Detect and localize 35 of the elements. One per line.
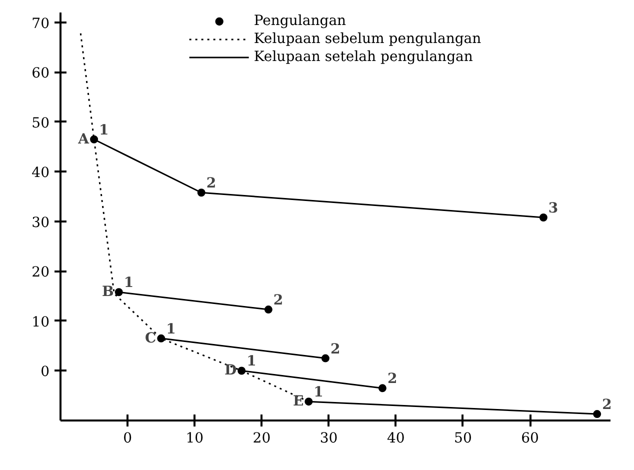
x-tick-label: 30 [320, 430, 338, 446]
y-tick-label: 0 [40, 364, 50, 380]
annotation: 1 [124, 275, 134, 292]
annotation: 2 [206, 176, 216, 192]
annotation: D [224, 362, 237, 379]
annotation: A [77, 131, 90, 148]
annotation: 1 [246, 354, 256, 370]
annotation: 1 [99, 122, 109, 138]
y-tick-label: 30 [32, 214, 50, 231]
x-tick-label: 50 [454, 430, 472, 446]
y-tick-label: 40 [32, 165, 50, 182]
annotation: B [102, 284, 114, 300]
annotation: 1 [314, 384, 324, 401]
x-tick-label: 60 [521, 430, 539, 446]
annotation: 2 [273, 292, 284, 309]
x-tick-label: 40 [386, 430, 405, 446]
y-tick-label: 20 [32, 264, 50, 281]
x-tick-label: 20 [252, 430, 271, 446]
legend-label: Pengulangan [254, 12, 346, 30]
y-tick-label: 70 [32, 16, 50, 32]
annotation: 2 [387, 371, 398, 388]
annotation: 2 [330, 341, 340, 358]
point [539, 214, 548, 222]
annotation: 3 [548, 200, 558, 216]
legend-label: Kelupaan sebelum pengulangan [254, 30, 482, 48]
x-tick-label: 10 [186, 430, 204, 446]
y-tick-label: 10 [32, 314, 50, 330]
y-tick-label: 50 [32, 115, 50, 132]
x-tick-label: 0 [123, 430, 132, 446]
annotation: 1 [166, 321, 176, 338]
annotation: E [293, 394, 304, 410]
y-tick-label: 60 [32, 66, 50, 82]
legend-label: Kelupaan setelah pengulangan [254, 48, 473, 66]
annotation: C [144, 330, 156, 346]
annotation: 2 [602, 397, 612, 414]
